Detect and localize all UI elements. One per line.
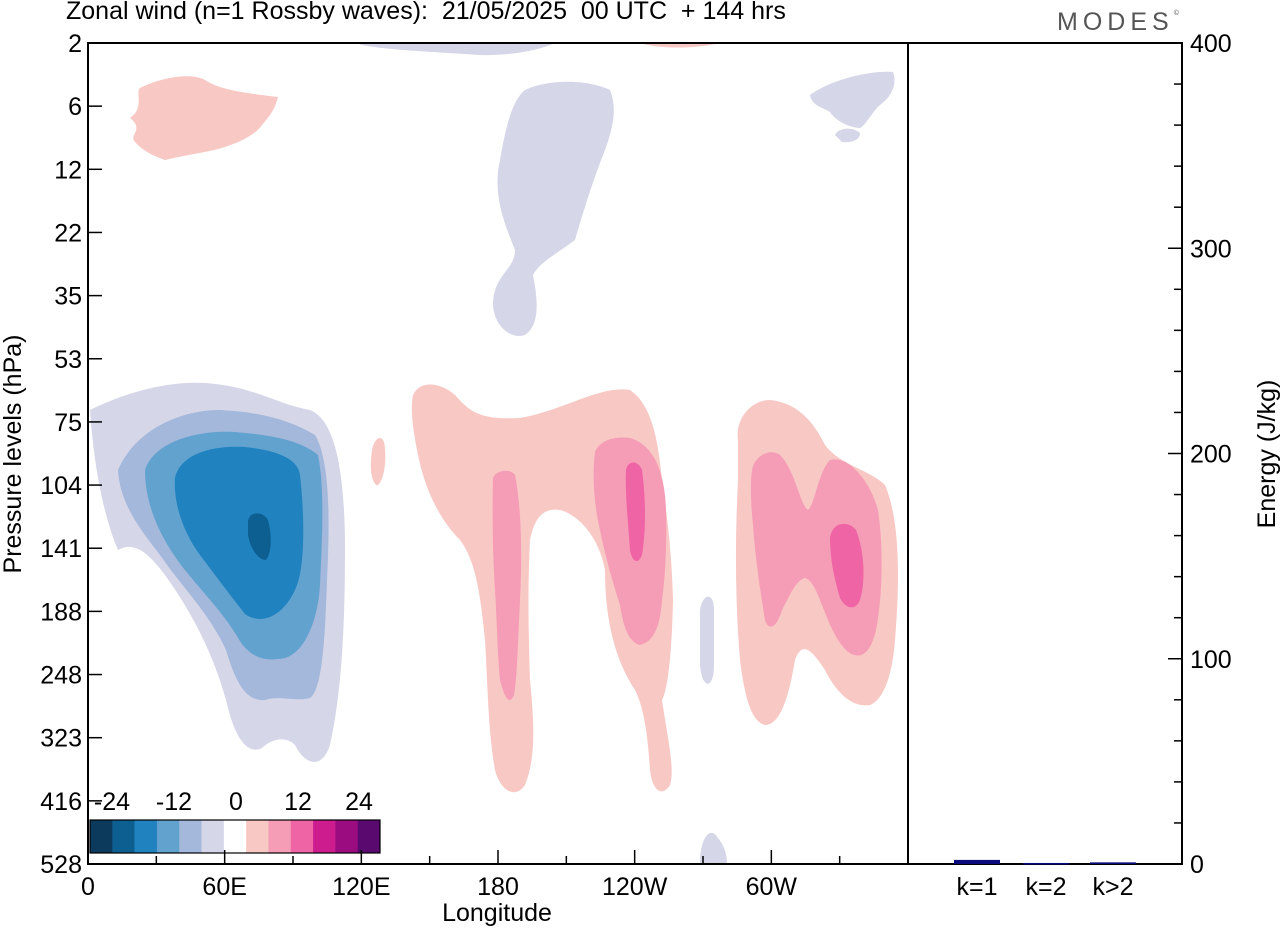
contour-neg1-1 xyxy=(493,81,614,336)
y-tick-label: 22 xyxy=(54,219,82,247)
contour-pos1-13 xyxy=(640,43,720,48)
contour-neg5-11 xyxy=(248,513,271,560)
x-axis: 0 60E 120E 180 120W 60W xyxy=(81,850,841,901)
colorbar-swatch xyxy=(223,820,247,853)
y-tick-label: 6 xyxy=(68,93,82,121)
colorbar-label: 0 xyxy=(229,788,243,816)
modes-logo: MODES© xyxy=(1057,8,1179,37)
y-tick-label: 141 xyxy=(40,535,82,563)
colorbar-swatch xyxy=(179,820,202,853)
x-tick-label: 60E xyxy=(202,873,246,901)
contour-neg1-4 xyxy=(355,43,555,56)
energy-tick-label: 400 xyxy=(1190,30,1232,58)
energy-category-label: k>2 xyxy=(1092,873,1133,901)
energy-tick-label: 300 xyxy=(1190,235,1232,263)
y-tick-label: 2 xyxy=(68,30,82,58)
energy-tick-label: 200 xyxy=(1190,441,1232,469)
y-axis-label: Pressure levels (hPa) xyxy=(0,335,27,574)
energy-bar-3 xyxy=(1090,862,1136,864)
contour-pos1-15 xyxy=(370,437,386,486)
colorbar-swatch xyxy=(290,820,314,853)
y-tick-label: 12 xyxy=(54,156,82,184)
contour-pos3-21 xyxy=(625,462,645,562)
contour-neg1-5 xyxy=(700,596,714,684)
colorbar-swatch xyxy=(246,820,269,853)
energy-category-label: k=1 xyxy=(956,873,997,901)
y-tick-label: 323 xyxy=(40,725,82,753)
energy-axis: 0 100 200 300 400 xyxy=(1168,30,1232,879)
energy-category-label: k=2 xyxy=(1025,873,1066,901)
y-tick-label: 53 xyxy=(54,346,82,374)
y-tick-label: 416 xyxy=(40,788,82,816)
y-tick-label: 248 xyxy=(40,662,82,690)
y-tick-label: 104 xyxy=(40,472,82,500)
y-tick-label: 35 xyxy=(54,283,82,311)
colorbar-label: -12 xyxy=(156,788,192,816)
energy-tick-label: 0 xyxy=(1190,851,1204,879)
colorbar-outline xyxy=(89,819,381,854)
y-tick-label: 528 xyxy=(40,851,82,879)
colorbar: -24 -12 0 12 24 xyxy=(88,786,382,864)
y-axis: 2 6 12 22 35 53 75 104 141 188 248 323 416 528 xyxy=(40,30,102,879)
colorbar-label: 24 xyxy=(345,788,373,816)
colorbar-swatch xyxy=(201,820,225,853)
x-tick-label: 120W xyxy=(602,873,668,901)
contour-neg1-3 xyxy=(835,128,860,143)
energy-tick-label: 100 xyxy=(1190,646,1232,674)
x-axis-label: Longitude xyxy=(442,899,552,927)
colorbar-label: -24 xyxy=(94,788,130,816)
colorbar-swatch xyxy=(357,820,381,853)
colorbar-swatch xyxy=(313,820,336,853)
energy-bars: k=1 k=2 k>2 xyxy=(954,859,1136,901)
x-tick-label: 60W xyxy=(746,873,798,901)
colorbar-swatch xyxy=(156,820,180,853)
contour-pos1-12 xyxy=(130,76,278,160)
logo-mark: © xyxy=(1173,10,1179,17)
colorbar-label: 12 xyxy=(284,788,312,816)
y-tick-label: 75 xyxy=(54,409,82,437)
energy-bar-2 xyxy=(1023,862,1069,865)
x-tick-label: 0 xyxy=(81,873,95,901)
logo-text: MODES xyxy=(1057,8,1174,36)
colorbar-swatch xyxy=(335,820,358,853)
contour-field xyxy=(90,43,898,864)
energy-bar-1 xyxy=(954,859,1000,864)
energy-axis-label: Energy (J/kg) xyxy=(1253,380,1280,529)
contour-pos3-22 xyxy=(830,523,864,608)
x-tick-label: 180 xyxy=(477,873,519,901)
x-tick-label: 120E xyxy=(332,873,390,901)
energy-plot-frame xyxy=(907,42,1183,865)
colorbar-swatch xyxy=(268,820,292,853)
colorbar-swatch xyxy=(90,820,113,853)
contour-neg1-2 xyxy=(810,71,895,128)
colorbar-swatch xyxy=(112,820,135,853)
y-tick-label: 188 xyxy=(40,598,82,626)
colorbar-swatch xyxy=(134,820,158,853)
chart-title: Zonal wind (n=1 Rossby waves): 21/05/202… xyxy=(66,0,786,25)
contour-pos2-18 xyxy=(492,470,522,700)
contour-neg1-6 xyxy=(700,832,728,864)
